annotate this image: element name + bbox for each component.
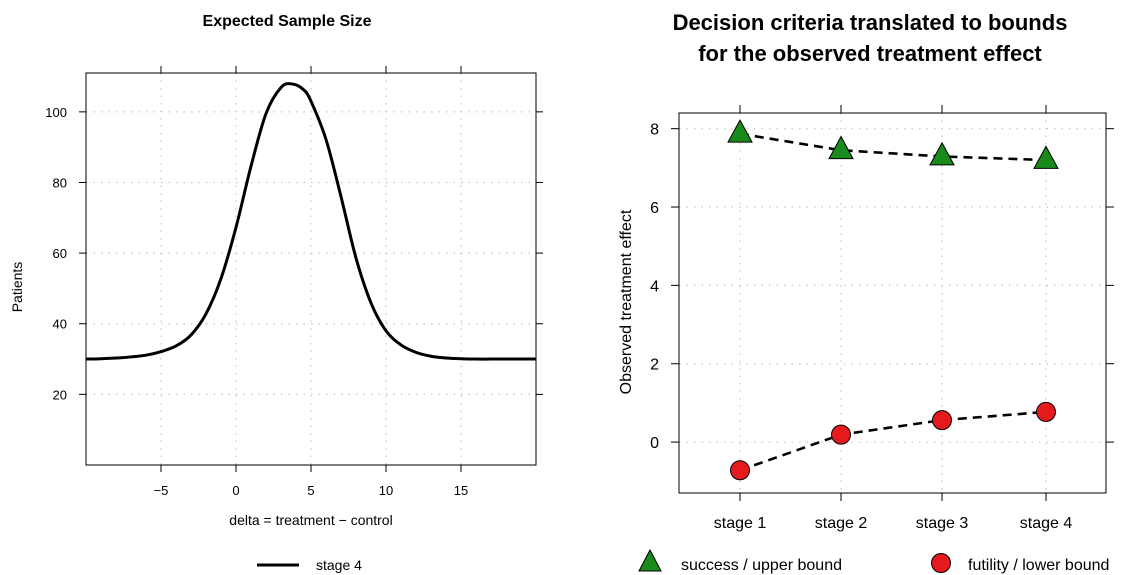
series-lines [727, 119, 1059, 481]
x-tick-label: stage 4 [1020, 515, 1073, 532]
series-lines [85, 82, 536, 361]
chart-title: Expected Sample Size [203, 13, 372, 30]
y-tick-label: 80 [53, 175, 67, 190]
grid [86, 73, 536, 465]
y-tick-label: 2 [650, 357, 659, 374]
lower-bound-line [739, 410, 1047, 472]
x-tick-label: stage 1 [714, 515, 767, 532]
plot-frame [85, 72, 537, 466]
legend: success / upper bound futility / lower b… [638, 548, 1109, 574]
y-axis-label: Patients [9, 262, 25, 313]
legend-label-futility: futility / lower bound [968, 557, 1109, 574]
y-tick-label: 0 [650, 435, 659, 452]
grid [679, 113, 1106, 493]
x-tick-label: −5 [154, 483, 169, 498]
y-tick-label: 6 [650, 200, 659, 217]
y-tick-label: 8 [650, 122, 659, 139]
x-tick-label: 15 [454, 483, 468, 498]
series-line-stage-4 [85, 82, 536, 361]
success-point-2 [828, 135, 854, 160]
futility-point-1 [730, 460, 750, 481]
y-tick-label: 100 [45, 105, 67, 120]
legend-marker-success [638, 548, 662, 572]
y-tick-label: 4 [650, 278, 659, 295]
decision-bounds-chart: Decision criteria translated to bounds f… [580, 0, 1146, 575]
success-point-1 [727, 119, 753, 143]
plot-frame [678, 112, 1107, 494]
legend-label-stage-4: stage 4 [316, 557, 362, 573]
decision-bounds-svg: Decision criteria translated to bounds f… [618, 10, 1114, 574]
legend-marker-futility [931, 553, 951, 573]
expected-sample-size-svg: Expected Sample Size delta = treatment −… [9, 13, 543, 573]
futility-point-2 [831, 424, 851, 445]
legend: stage 4 [257, 557, 362, 573]
chart-title-line-2: for the observed treatment effect [698, 41, 1042, 66]
success-point-4 [1033, 145, 1059, 169]
x-tick-label: stage 3 [916, 515, 969, 532]
y-axis-label: Observed treatment effect [618, 209, 635, 394]
futility-point-4 [1036, 401, 1056, 422]
axis-ticks: stage 1 stage 2 stage 3 stage 4 0 2 4 6 8 [650, 105, 1114, 532]
y-tick-label: 20 [53, 387, 67, 402]
y-tick-label: 40 [53, 317, 67, 332]
x-tick-label: stage 2 [815, 515, 868, 532]
upper-bound-line [739, 132, 1047, 162]
expected-sample-size-chart: Expected Sample Size delta = treatment −… [0, 0, 560, 575]
chart-title-line-1: Decision criteria translated to bounds [673, 10, 1068, 35]
x-axis-label: delta = treatment − control [229, 512, 392, 528]
success-point-3 [929, 141, 955, 166]
x-tick-label: 10 [379, 483, 393, 498]
x-tick-label: 5 [307, 483, 314, 498]
x-tick-label: 0 [232, 483, 239, 498]
legend-label-success: success / upper bound [681, 557, 842, 574]
axis-ticks: −5 0 5 10 15 20 40 60 80 100 [45, 66, 543, 498]
futility-point-3 [932, 410, 952, 431]
y-tick-label: 60 [53, 246, 67, 261]
